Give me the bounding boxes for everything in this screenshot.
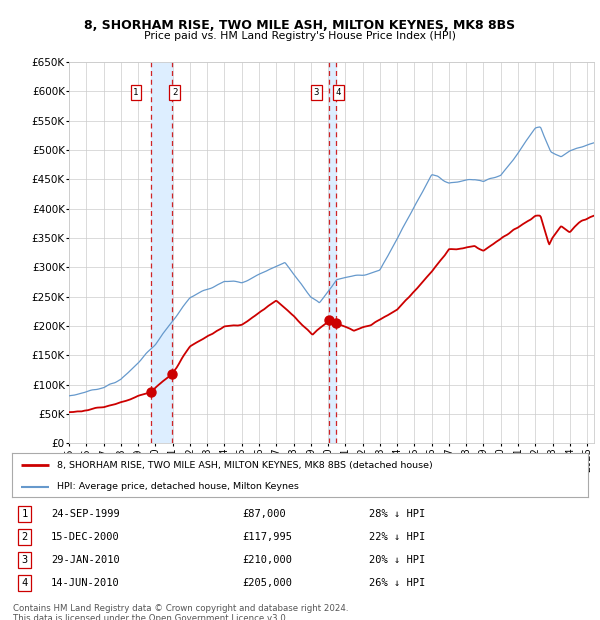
Bar <box>151 62 172 443</box>
Text: 15-DEC-2000: 15-DEC-2000 <box>51 532 120 542</box>
Text: Price paid vs. HM Land Registry's House Price Index (HPI): Price paid vs. HM Land Registry's House … <box>144 31 456 41</box>
Text: 14-JUN-2010: 14-JUN-2010 <box>51 578 120 588</box>
Text: £87,000: £87,000 <box>242 509 286 519</box>
Text: £205,000: £205,000 <box>242 578 292 588</box>
Text: 3: 3 <box>22 556 28 565</box>
Text: 2: 2 <box>172 88 177 97</box>
Text: 29-JAN-2010: 29-JAN-2010 <box>51 556 120 565</box>
Text: £117,995: £117,995 <box>242 532 292 542</box>
Text: 22% ↓ HPI: 22% ↓ HPI <box>369 532 425 542</box>
Text: 8, SHORHAM RISE, TWO MILE ASH, MILTON KEYNES, MK8 8BS (detached house): 8, SHORHAM RISE, TWO MILE ASH, MILTON KE… <box>57 461 433 469</box>
Text: 20% ↓ HPI: 20% ↓ HPI <box>369 556 425 565</box>
Text: £210,000: £210,000 <box>242 556 292 565</box>
Text: 26% ↓ HPI: 26% ↓ HPI <box>369 578 425 588</box>
Text: 2: 2 <box>22 532 28 542</box>
Text: 24-SEP-1999: 24-SEP-1999 <box>51 509 120 519</box>
Text: 28% ↓ HPI: 28% ↓ HPI <box>369 509 425 519</box>
Text: 1: 1 <box>22 509 28 519</box>
Bar <box>329 62 336 443</box>
Text: 8, SHORHAM RISE, TWO MILE ASH, MILTON KEYNES, MK8 8BS: 8, SHORHAM RISE, TWO MILE ASH, MILTON KE… <box>85 19 515 32</box>
Text: 4: 4 <box>22 578 28 588</box>
Text: HPI: Average price, detached house, Milton Keynes: HPI: Average price, detached house, Milt… <box>57 482 299 491</box>
Text: Contains HM Land Registry data © Crown copyright and database right 2024.
This d: Contains HM Land Registry data © Crown c… <box>13 604 349 620</box>
Text: 1: 1 <box>133 88 139 97</box>
Text: 3: 3 <box>314 88 319 97</box>
Text: 4: 4 <box>336 88 341 97</box>
